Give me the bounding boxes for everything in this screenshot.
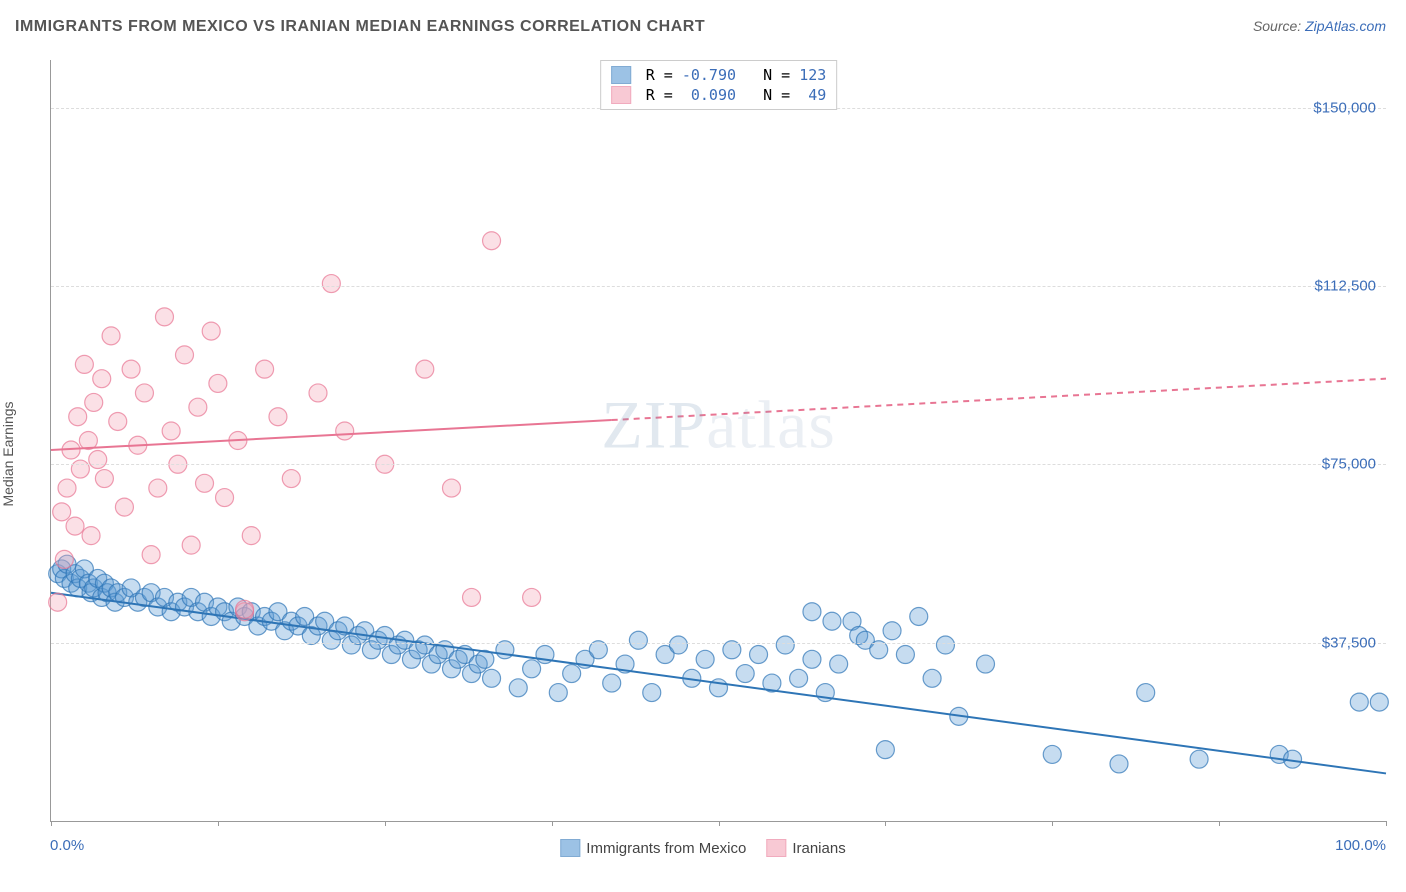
x-tickmark (385, 821, 386, 826)
y-tick-label: $150,000 (1313, 99, 1376, 116)
legend-stats: R = 0.090 N = 49 (637, 86, 827, 104)
x-axis-max-label: 100.0% (1335, 837, 1386, 854)
gridline (51, 286, 1386, 287)
legend-stats: R = -0.790 N = 123 (637, 66, 827, 84)
legend-swatch (611, 86, 631, 104)
x-tickmark (1052, 821, 1053, 826)
scatter-plot-svg (51, 60, 1386, 821)
y-tick-label: $112,500 (1315, 277, 1376, 294)
source-link[interactable]: ZipAtlas.com (1305, 18, 1386, 34)
gridline (51, 643, 1386, 644)
source-attribution: Source: ZipAtlas.com (1253, 18, 1386, 34)
y-tick-label: $75,000 (1322, 456, 1376, 473)
legend-row: R = 0.090 N = 49 (611, 85, 827, 105)
chart-plot-area: ZIPatlas R = -0.790 N = 123 R = 0.090 N … (50, 60, 1386, 822)
bottom-legend-item: Iranians (766, 839, 845, 857)
correlation-legend: R = -0.790 N = 123 R = 0.090 N = 49 (600, 60, 838, 110)
legend-label: Iranians (792, 840, 845, 857)
x-tickmark (719, 821, 720, 826)
x-tickmark (1386, 821, 1387, 826)
x-tickmark (552, 821, 553, 826)
legend-label: Immigrants from Mexico (586, 840, 746, 857)
gridline (51, 464, 1386, 465)
source-prefix: Source: (1253, 18, 1305, 34)
x-tickmark (885, 821, 886, 826)
x-tickmark (218, 821, 219, 826)
x-tickmark (1219, 821, 1220, 826)
series-legend: Immigrants from Mexico Iranians (560, 839, 845, 857)
y-tick-label: $37,500 (1322, 634, 1376, 651)
legend-swatch (560, 839, 580, 857)
bottom-legend-item: Immigrants from Mexico (560, 839, 746, 857)
y-axis-label: Median Earnings (0, 401, 16, 506)
legend-row: R = -0.790 N = 123 (611, 65, 827, 85)
legend-swatch (611, 66, 631, 84)
chart-title: IMMIGRANTS FROM MEXICO VS IRANIAN MEDIAN… (15, 18, 705, 36)
legend-swatch (766, 839, 786, 857)
x-axis-min-label: 0.0% (50, 837, 84, 854)
x-tickmark (51, 821, 52, 826)
